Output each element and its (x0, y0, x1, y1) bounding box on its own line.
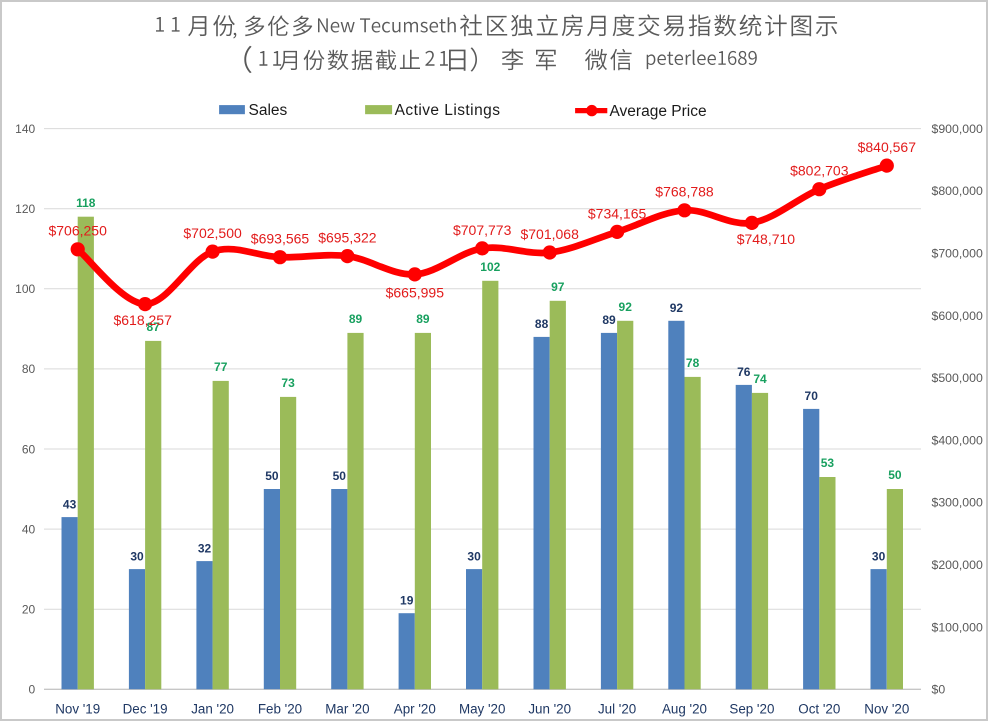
svg-text:May '20: May '20 (459, 702, 505, 717)
svg-text:Mar '20: Mar '20 (325, 702, 369, 717)
svg-text:$706,250: $706,250 (48, 223, 107, 239)
svg-text:30: 30 (872, 549, 886, 563)
svg-text:32: 32 (198, 541, 212, 555)
svg-text:$702,500: $702,500 (183, 225, 242, 241)
svg-text:Oct '20: Oct '20 (798, 702, 840, 717)
svg-text:Dec '19: Dec '19 (123, 702, 168, 717)
svg-text:30: 30 (467, 549, 481, 563)
svg-text:120: 120 (15, 202, 35, 216)
svg-text:Nov '19: Nov '19 (55, 702, 100, 717)
svg-text:$700,000: $700,000 (932, 247, 983, 261)
svg-text:$200,000: $200,000 (932, 558, 983, 572)
svg-text:88: 88 (535, 317, 549, 331)
svg-text:$300,000: $300,000 (932, 496, 983, 510)
svg-text:89: 89 (349, 312, 363, 326)
svg-text:Apr '20: Apr '20 (394, 702, 436, 717)
svg-text:Average Price: Average Price (610, 103, 707, 120)
svg-text:76: 76 (737, 365, 751, 379)
svg-text:$802,703: $802,703 (790, 163, 849, 179)
svg-text:$400,000: $400,000 (932, 433, 983, 447)
svg-text:Jun '20: Jun '20 (528, 702, 571, 717)
svg-text:40: 40 (22, 522, 36, 536)
svg-text:Aug '20: Aug '20 (662, 702, 707, 717)
svg-text:74: 74 (753, 372, 767, 386)
svg-text:43: 43 (63, 497, 77, 511)
svg-text:77: 77 (214, 360, 228, 374)
svg-text:80: 80 (22, 362, 36, 376)
svg-text:60: 60 (22, 442, 36, 456)
svg-text:89: 89 (602, 313, 616, 327)
svg-text:92: 92 (670, 301, 684, 315)
svg-text:70: 70 (805, 389, 819, 403)
svg-text:$618,257: $618,257 (113, 312, 172, 328)
svg-text:78: 78 (686, 356, 700, 370)
svg-text:89: 89 (416, 312, 430, 326)
svg-text:20: 20 (22, 603, 36, 617)
svg-text:$707,773: $707,773 (453, 222, 512, 238)
svg-text:$100,000: $100,000 (932, 620, 983, 634)
svg-text:102: 102 (480, 260, 500, 274)
svg-text:97: 97 (551, 280, 565, 294)
svg-text:50: 50 (888, 468, 902, 482)
svg-text:$701,068: $701,068 (520, 226, 579, 242)
svg-text:Active Listings: Active Listings (395, 102, 501, 119)
svg-text:53: 53 (821, 456, 835, 470)
svg-text:140: 140 (15, 122, 35, 136)
svg-text:$500,000: $500,000 (932, 371, 983, 385)
svg-text:$748,710: $748,710 (737, 231, 796, 247)
svg-text:Feb '20: Feb '20 (258, 702, 302, 717)
svg-text:$695,322: $695,322 (318, 230, 377, 246)
svg-text:Jul '20: Jul '20 (598, 702, 636, 717)
svg-text:Sales: Sales (249, 102, 288, 119)
svg-text:Jan '20: Jan '20 (191, 702, 234, 717)
svg-text:$665,995: $665,995 (386, 285, 445, 301)
svg-text:73: 73 (281, 376, 295, 390)
svg-text:87: 87 (147, 320, 161, 334)
svg-text:$0: $0 (932, 683, 946, 697)
svg-text:$693,565: $693,565 (251, 231, 310, 247)
svg-text:Nov '20: Nov '20 (864, 702, 909, 717)
svg-text:$768,788: $768,788 (655, 184, 714, 200)
svg-text:50: 50 (265, 469, 279, 483)
svg-text:30: 30 (130, 549, 144, 563)
svg-text:$734,165: $734,165 (588, 205, 647, 221)
svg-text:19: 19 (400, 593, 414, 607)
svg-text:50: 50 (333, 469, 347, 483)
svg-text:$600,000: $600,000 (932, 309, 983, 323)
svg-text:$900,000: $900,000 (932, 122, 983, 136)
svg-text:$800,000: $800,000 (932, 184, 983, 198)
svg-text:$840,567: $840,567 (858, 139, 917, 155)
svg-text:Sep '20: Sep '20 (729, 702, 774, 717)
svg-text:0: 0 (29, 683, 36, 697)
svg-text:92: 92 (619, 300, 633, 314)
svg-text:118: 118 (76, 196, 96, 210)
svg-text:100: 100 (15, 282, 35, 296)
